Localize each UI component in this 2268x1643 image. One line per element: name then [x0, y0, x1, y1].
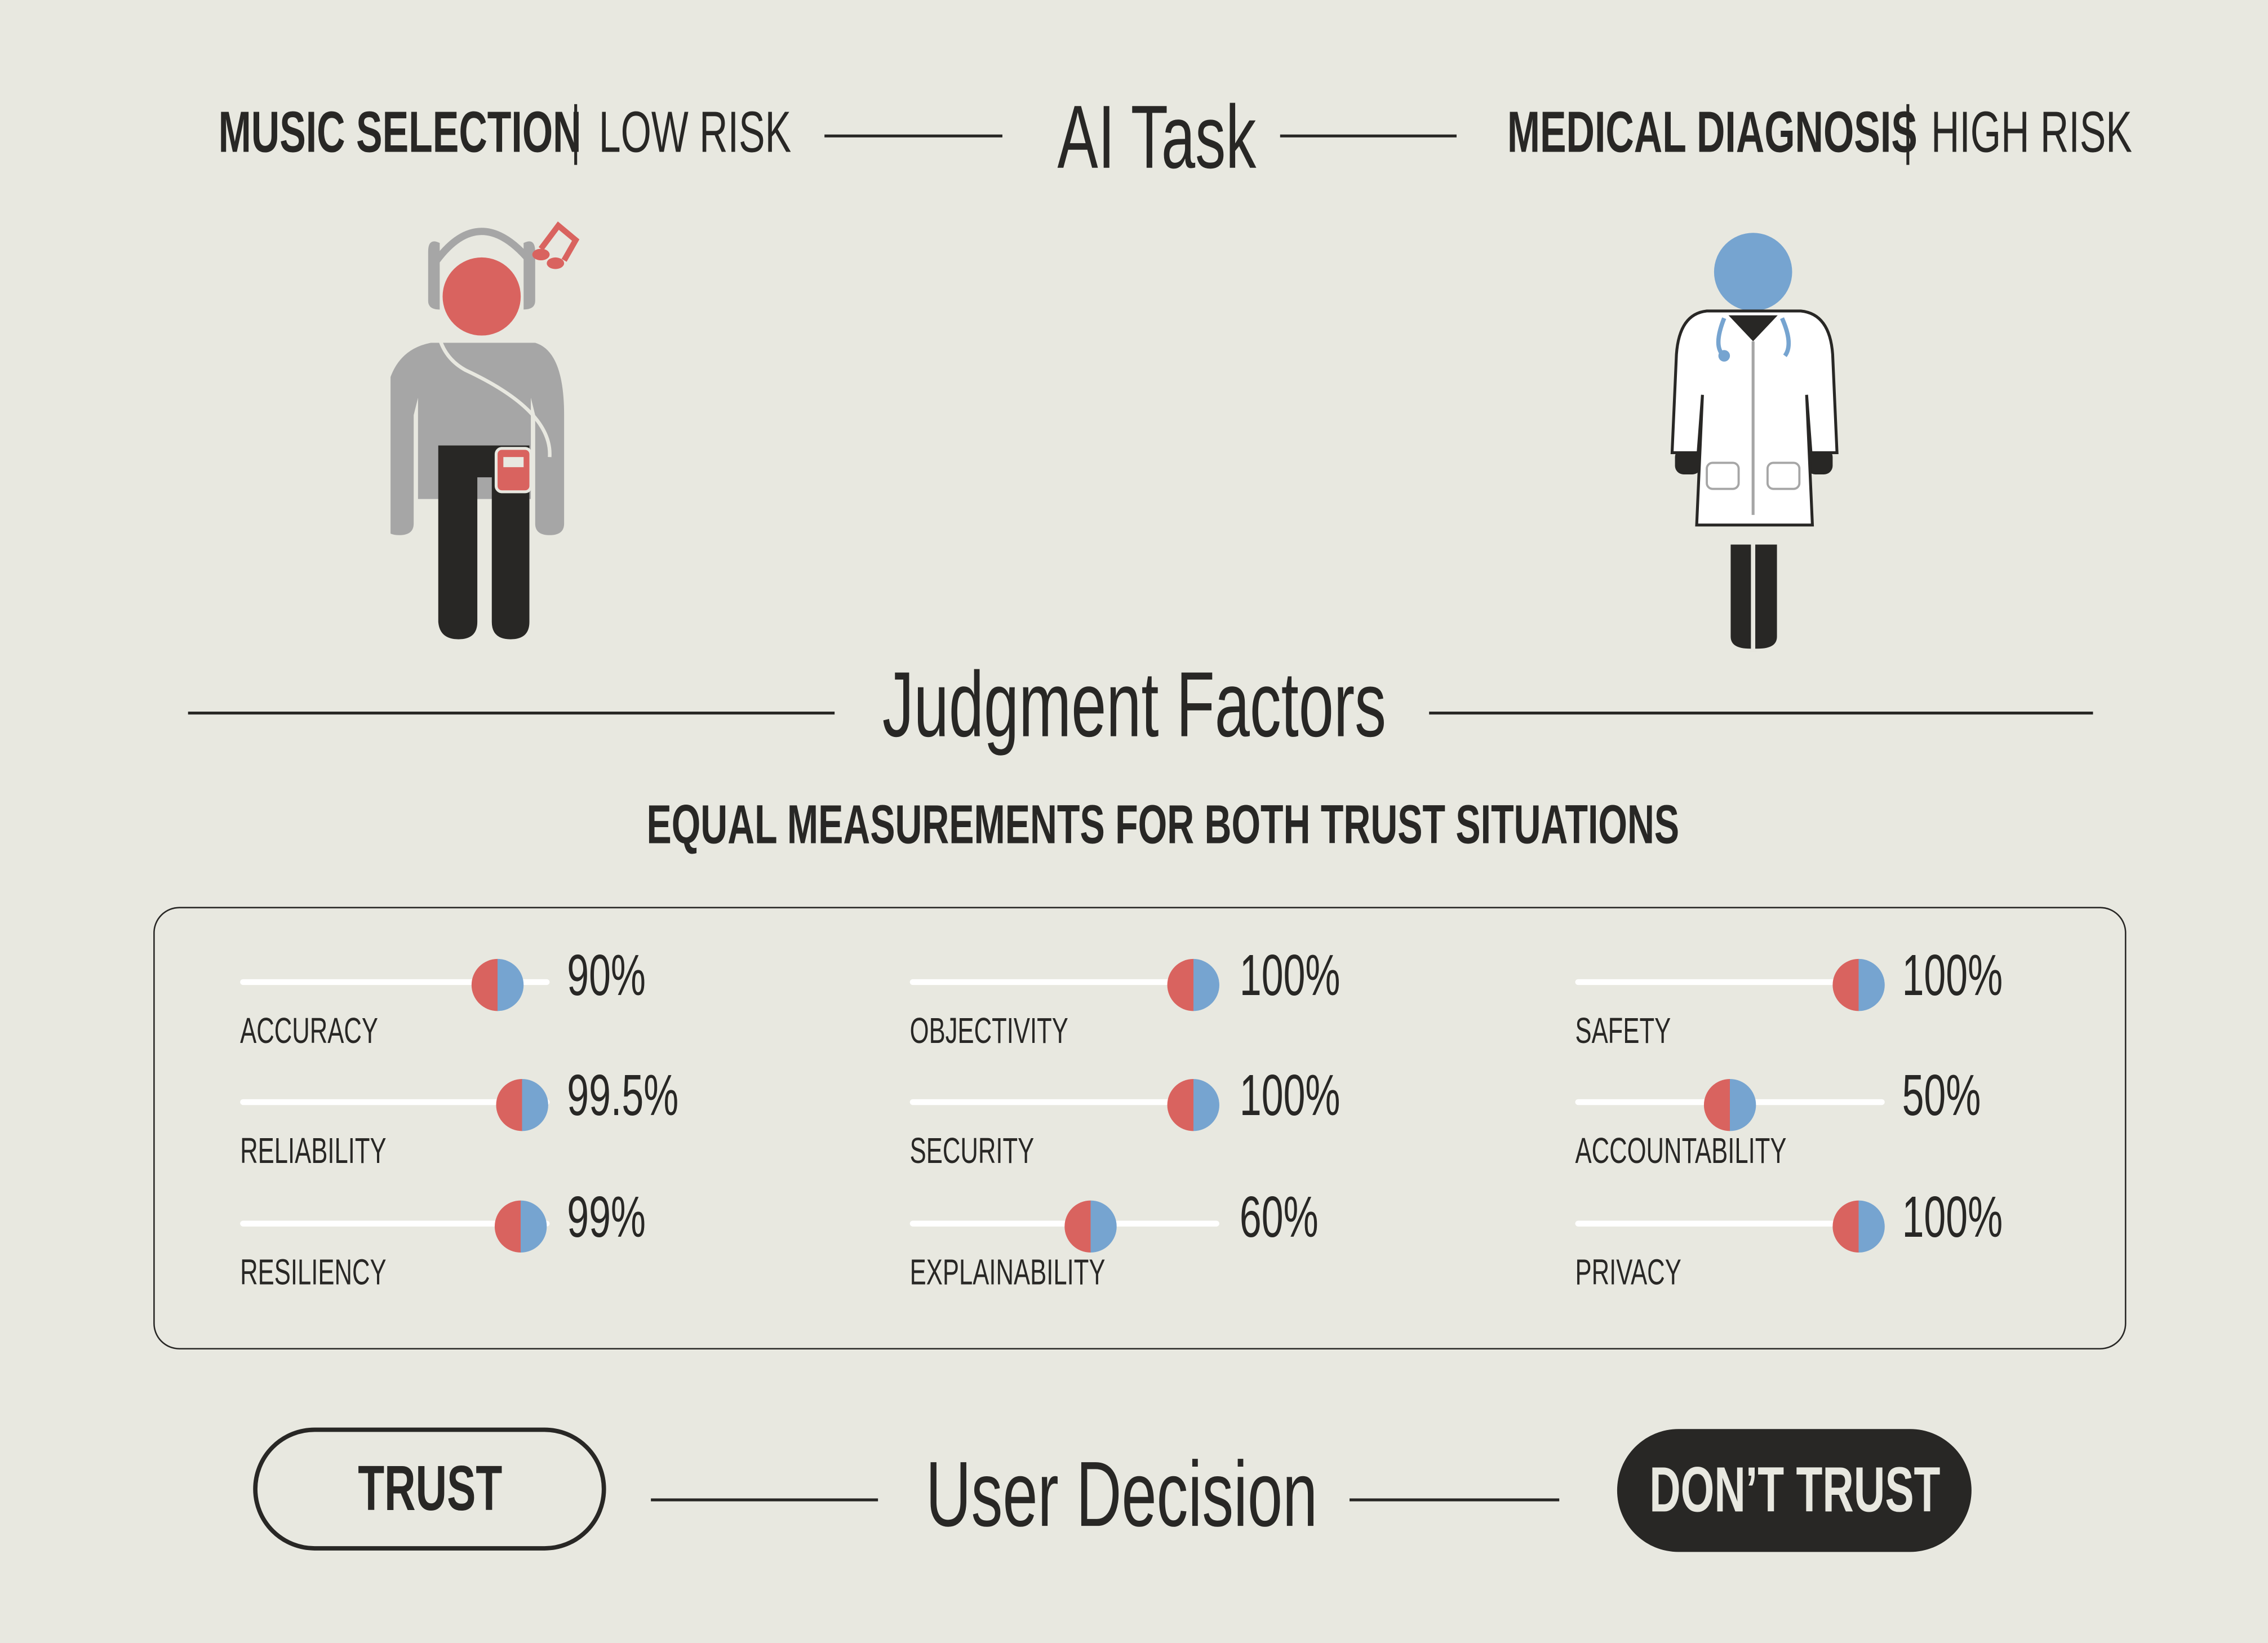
slider-thumb[interactable] — [472, 958, 524, 1011]
dont-trust-button[interactable]: DON’T TRUST — [1617, 1429, 1972, 1552]
slider-thumb[interactable] — [495, 1200, 547, 1253]
left-task-label: MUSIC SELECTION — [218, 101, 582, 165]
factor-value: 99.5% — [567, 1064, 679, 1129]
divider — [1906, 104, 1910, 165]
divider — [651, 1498, 878, 1501]
factor-label: ACCOUNTABILITY — [1575, 1131, 1787, 1172]
slider-track[interactable] — [909, 1099, 1219, 1105]
factor-value: 50% — [1902, 1064, 1981, 1129]
slider-track[interactable] — [240, 1099, 550, 1105]
right-task-label: MEDICAL DIAGNOSIS — [1507, 101, 1918, 165]
slider-thumb[interactable] — [1064, 1200, 1117, 1253]
trust-button[interactable]: TRUST — [253, 1427, 606, 1551]
factor-label: SECURITY — [909, 1131, 1035, 1172]
factor-label: PRIVACY — [1575, 1253, 1681, 1293]
slider-thumb[interactable] — [1167, 958, 1219, 1011]
factors-panel — [153, 907, 2127, 1350]
slider-track[interactable] — [240, 1220, 550, 1227]
judgment-subtitle: EQUAL MEASUREMENTS FOR BOTH TRUST SITUAT… — [646, 795, 1680, 856]
slider-track[interactable] — [1575, 979, 1885, 985]
factor-value: 100% — [1902, 1185, 2003, 1250]
person-with-headphones-icon — [390, 221, 580, 640]
factor-value: 100% — [1239, 944, 1341, 1009]
user-decision-title: User Decision — [925, 1442, 1318, 1547]
factor-value: 100% — [1902, 944, 2003, 1009]
left-risk-label: LOW RISK — [598, 101, 792, 165]
divider — [188, 711, 835, 714]
slider-track[interactable] — [1575, 1220, 1885, 1227]
slider-thumb[interactable] — [496, 1078, 549, 1131]
factor-label: RESILIENCY — [240, 1253, 387, 1293]
slider-thumb[interactable] — [1832, 958, 1885, 1011]
factor-value: 60% — [1239, 1185, 1319, 1250]
slider-track[interactable] — [909, 979, 1219, 985]
factor-label: RELIABILITY — [240, 1131, 387, 1172]
slider-thumb[interactable] — [1167, 1078, 1219, 1131]
doctor-icon — [1670, 233, 1839, 651]
factor-label: ACCURACY — [240, 1011, 379, 1052]
slider-thumb[interactable] — [1703, 1078, 1756, 1131]
divider — [1280, 134, 1457, 137]
factor-value: 100% — [1239, 1064, 1341, 1129]
ai-task-title: AI Task — [1057, 88, 1257, 188]
divider — [574, 104, 578, 165]
divider — [1350, 1498, 1560, 1501]
right-risk-label: HIGH RISK — [1930, 101, 2132, 165]
factor-label: OBJECTIVITY — [909, 1011, 1068, 1052]
divider — [824, 134, 1002, 137]
slider-thumb[interactable] — [1832, 1200, 1885, 1253]
judgment-factors-title: Judgment Factors — [882, 652, 1386, 757]
slider-track[interactable] — [240, 979, 550, 985]
divider — [1429, 711, 2093, 714]
factor-value: 99% — [567, 1185, 646, 1250]
factor-value: 90% — [567, 944, 646, 1009]
factor-label: EXPLAINABILITY — [909, 1253, 1106, 1293]
factor-label: SAFETY — [1575, 1011, 1671, 1052]
